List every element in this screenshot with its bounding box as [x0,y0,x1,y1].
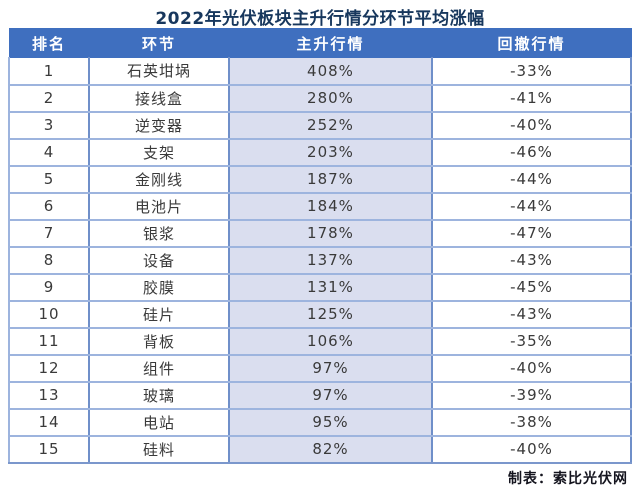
segment-cell: 硅料 [88,435,230,464]
segment-cell: 硅片 [88,300,230,329]
segment-cell: 银浆 [88,219,230,248]
rank-cell: 11 [8,327,90,356]
table-row: 3 逆变器 252% -40% [8,111,632,140]
rise-cell: 97% [228,354,433,383]
rise-cell: 203% [228,138,433,167]
table-row: 1 石英坩埚 408% -33% [8,57,632,86]
segment-cell: 石英坩埚 [88,57,230,86]
header-row: 排名 环节 主升行情 回撤行情 [8,28,632,58]
table-row: 2 接线盒 280% -41% [8,84,632,113]
table-row: 12 组件 97% -40% [8,354,632,383]
rank-cell: 3 [8,111,90,140]
table-row: 7 银浆 178% -47% [8,219,632,248]
column-header-drawdown: 回撤行情 [431,28,632,58]
segment-cell: 胶膜 [88,273,230,302]
rise-cell: 95% [228,408,433,437]
drawdown-cell: -46% [431,138,632,167]
column-header-segment: 环节 [88,28,230,58]
drawdown-cell: -40% [431,435,632,464]
drawdown-cell: -44% [431,165,632,194]
drawdown-cell: -35% [431,327,632,356]
table-header: 排名 环节 主升行情 回撤行情 [8,28,632,58]
rise-cell: 178% [228,219,433,248]
rise-cell: 280% [228,84,433,113]
drawdown-cell: -40% [431,354,632,383]
drawdown-cell: -40% [431,111,632,140]
drawdown-cell: -38% [431,408,632,437]
ranking-table: 排名 环节 主升行情 回撤行情 1 石英坩埚 408% -33% 2 接线盒 280% -41… [8,28,632,464]
rise-cell: 187% [228,165,433,194]
segment-cell: 电池片 [88,192,230,221]
rise-cell: 408% [228,57,433,86]
rank-cell: 8 [8,246,90,275]
segment-cell: 支架 [88,138,230,167]
rank-cell: 10 [8,300,90,329]
rank-cell: 5 [8,165,90,194]
rank-cell: 9 [8,273,90,302]
rise-cell: 97% [228,381,433,410]
table-row: 15 硅料 82% -40% [8,435,632,464]
page-title: 2022年光伏板块主升行情分环节平均涨幅 [155,9,485,29]
drawdown-cell: -33% [431,57,632,86]
rise-cell: 184% [228,192,433,221]
segment-cell: 组件 [88,354,230,383]
table-row: 4 支架 203% -46% [8,138,632,167]
rank-cell: 6 [8,192,90,221]
table-row: 10 硅片 125% -43% [8,300,632,329]
drawdown-cell: -43% [431,300,632,329]
rank-cell: 14 [8,408,90,437]
rank-cell: 12 [8,354,90,383]
segment-cell: 接线盒 [88,84,230,113]
table-row: 6 电池片 184% -44% [8,192,632,221]
table-row: 11 背板 106% -35% [8,327,632,356]
segment-cell: 电站 [88,408,230,437]
segment-cell: 逆变器 [88,111,230,140]
drawdown-cell: -45% [431,273,632,302]
table-body: 1 石英坩埚 408% -33% 2 接线盒 280% -41% 3 逆变器 252% -40% 4 支架… [8,57,632,464]
rise-cell: 131% [228,273,433,302]
segment-cell: 设备 [88,246,230,275]
rise-cell: 125% [228,300,433,329]
column-header-rank: 排名 [8,28,90,58]
rank-cell: 4 [8,138,90,167]
drawdown-cell: -39% [431,381,632,410]
rise-cell: 252% [228,111,433,140]
table-row: 13 玻璃 97% -39% [8,381,632,410]
rise-cell: 137% [228,246,433,275]
rank-cell: 15 [8,435,90,464]
rise-cell: 106% [228,327,433,356]
rank-cell: 2 [8,84,90,113]
segment-cell: 玻璃 [88,381,230,410]
drawdown-cell: -44% [431,192,632,221]
segment-cell: 背板 [88,327,230,356]
table-row: 9 胶膜 131% -45% [8,273,632,302]
drawdown-cell: -41% [431,84,632,113]
rank-cell: 1 [8,57,90,86]
credit-text: 制表：索比光伏网 [508,471,628,487]
segment-cell: 金刚线 [88,165,230,194]
rise-cell: 82% [228,435,433,464]
table-row: 8 设备 137% -43% [8,246,632,275]
rank-cell: 7 [8,219,90,248]
drawdown-cell: -43% [431,246,632,275]
rank-cell: 13 [8,381,90,410]
table-row: 5 金刚线 187% -44% [8,165,632,194]
column-header-rise: 主升行情 [228,28,433,58]
drawdown-cell: -47% [431,219,632,248]
table-row: 14 电站 95% -38% [8,408,632,437]
